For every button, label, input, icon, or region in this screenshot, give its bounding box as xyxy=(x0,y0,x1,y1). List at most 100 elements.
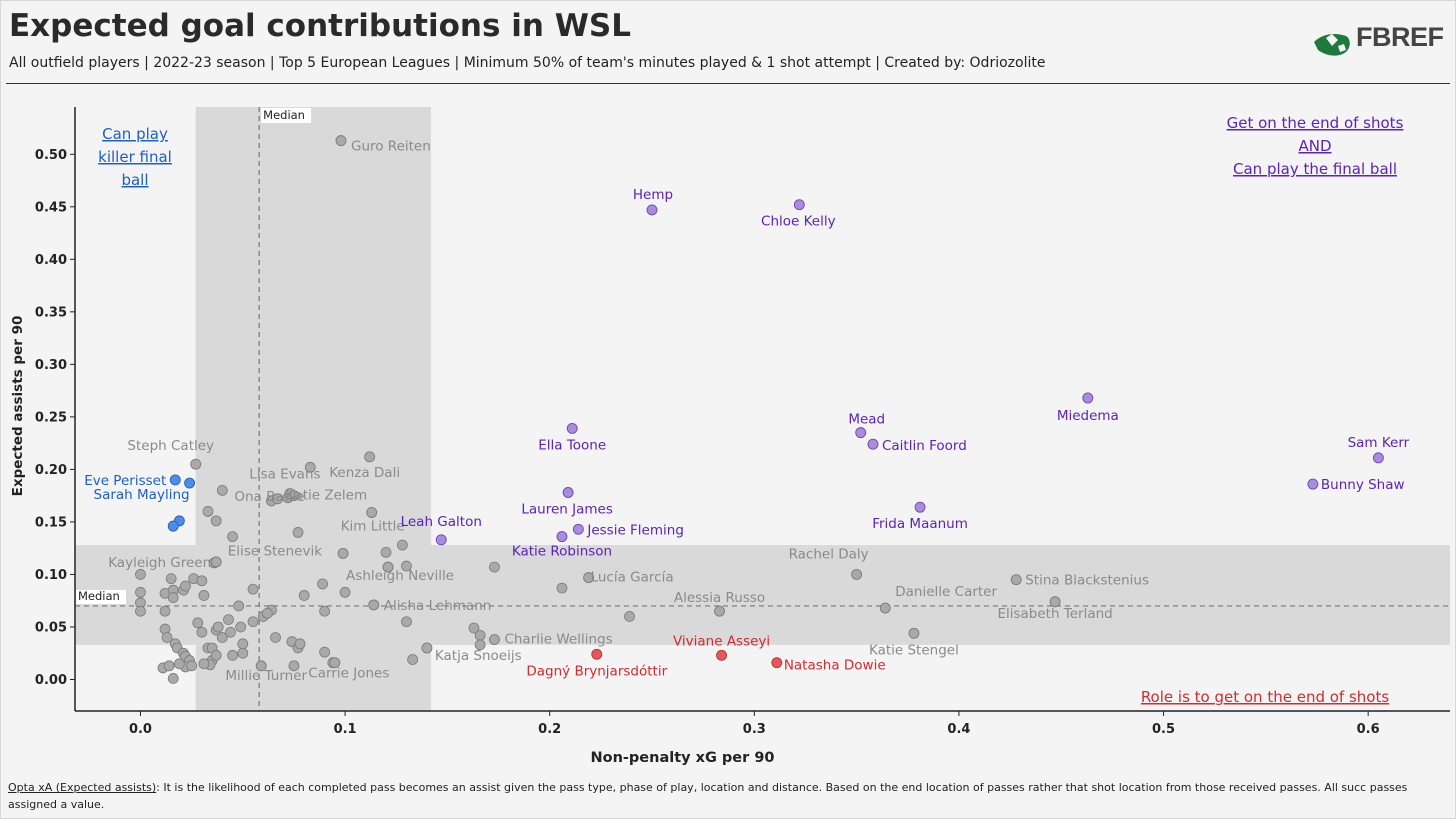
footnote: Opta xA (Expected assists): It is the li… xyxy=(8,779,1428,813)
median-label-x: Median xyxy=(263,108,305,122)
data-point-grey xyxy=(366,507,378,518)
footnote-text: : It is the likelihood of each completed… xyxy=(8,781,1408,811)
median-lines: Median Median xyxy=(75,107,1450,711)
quadrant-label-top-left: Can play xyxy=(102,125,168,143)
footnote-term: Opta xA (Expected assists) xyxy=(8,781,157,794)
y-tick-label: 0.35 xyxy=(35,305,67,320)
data-point xyxy=(216,632,228,643)
page-title: Expected goal contributions in WSL xyxy=(9,8,631,44)
median-bands xyxy=(75,107,1450,711)
data-point xyxy=(319,646,331,658)
point-label-grey: Lucía García xyxy=(591,570,674,586)
fbref-logo-icon xyxy=(1314,34,1350,56)
axes: 0.00 0.05 0.10 0.15 0.20 0.25 0.30 0.35 0.40 0.45… xyxy=(10,107,1450,766)
point-label-grey: Ashleigh Neville xyxy=(346,568,454,584)
median-label-y: Median xyxy=(78,589,120,603)
data-point xyxy=(319,605,331,617)
x-tick-label: 0.3 xyxy=(743,722,766,737)
data-point xyxy=(227,531,238,543)
data-point xyxy=(474,629,486,641)
point-label-grey: Elisabeth Terland xyxy=(997,606,1112,622)
data-point xyxy=(396,539,408,551)
point-label-blue: Sarah Mayling xyxy=(94,487,190,503)
data-point xyxy=(401,616,412,628)
data-point-grey xyxy=(272,493,284,505)
fbref-logo-text: FBREF xyxy=(1356,22,1444,52)
data-point-blue xyxy=(184,477,196,489)
data-point xyxy=(212,621,224,633)
point-label-purple: Sam Kerr xyxy=(1348,435,1410,451)
point-label-purple: Ella Toone xyxy=(538,437,606,453)
data-point xyxy=(292,527,304,538)
point-label-grey: Guro Reiten xyxy=(351,139,431,155)
data-point xyxy=(247,616,259,628)
point-label-grey: Kayleigh Green xyxy=(108,555,211,571)
data-point-grey xyxy=(1010,574,1022,586)
data-point xyxy=(225,626,236,638)
data-point xyxy=(198,658,210,670)
data-point xyxy=(474,639,486,651)
data-point xyxy=(270,632,281,643)
scatter-chart: Median Median 0.00 0.05 0.10 0.15 0.20 0.25 0.3… xyxy=(10,107,1450,766)
data-point xyxy=(233,600,245,612)
data-point-grey xyxy=(489,634,500,646)
data-point xyxy=(261,607,273,619)
data-point-purple xyxy=(435,534,447,546)
y-tick-label: 0.05 xyxy=(35,620,67,635)
data-point-purple xyxy=(572,523,584,535)
point-label-grey: Stina Blackstenius xyxy=(1025,573,1149,589)
data-point-red xyxy=(591,648,603,660)
point-label-grey: Carrie Jones xyxy=(308,666,389,682)
data-point xyxy=(135,569,146,580)
y-tick-label: 0.40 xyxy=(35,253,67,268)
data-point xyxy=(304,461,316,473)
data-point-red xyxy=(771,657,783,669)
point-label-purple: Katie Robinson xyxy=(512,544,612,560)
point-label-grey: Charlie Wellings xyxy=(504,632,612,648)
data-point xyxy=(198,590,210,601)
data-point-grey xyxy=(1049,596,1061,608)
data-point xyxy=(223,614,234,626)
data-point xyxy=(401,560,412,572)
point-label-purple: Hemp xyxy=(633,187,673,203)
data-point-grey xyxy=(190,458,202,470)
y-tick-label: 0.15 xyxy=(35,515,67,530)
point-label-blue: Eve Perisset xyxy=(84,473,166,489)
point-label-purple: Jessie Fleming xyxy=(586,522,684,538)
data-point-grey xyxy=(284,488,296,500)
data-point xyxy=(407,654,419,665)
point-label-grey: Millie Turner xyxy=(225,668,307,684)
data-point xyxy=(167,592,179,603)
point-labels: Guro Reiten Steph Catley Lisa Evans Ona Bat… xyxy=(84,139,1409,684)
point-label-red: Viviane Asseyi xyxy=(673,633,770,649)
data-point-blue xyxy=(167,520,179,532)
data-point-grey xyxy=(714,605,725,617)
x-tick-label: 0.6 xyxy=(1357,722,1380,737)
point-label-grey: Katja Snoeijs xyxy=(435,648,522,664)
quadrant-label-top-right: Can play the final ball xyxy=(1233,160,1397,178)
point-label-purple: Mead xyxy=(848,412,885,428)
data-point-grey xyxy=(364,451,376,463)
data-point-purple xyxy=(867,438,879,450)
median-label-x-bg xyxy=(261,108,312,123)
data-point-grey xyxy=(337,547,349,559)
point-label-purple: Chloe Kelly xyxy=(761,214,836,230)
data-point xyxy=(173,658,185,670)
data-point xyxy=(237,647,249,659)
data-point xyxy=(192,617,204,629)
point-label-grey: Katie Stengel xyxy=(869,642,959,658)
data-point-purple xyxy=(562,487,574,498)
y-tick-label: 0.10 xyxy=(35,568,67,583)
data-point xyxy=(624,611,635,622)
point-label-grey: Kim Little xyxy=(341,518,405,534)
x-tick-label: 0.5 xyxy=(1152,722,1175,737)
point-label-grey: Alessia Russo xyxy=(674,590,765,606)
data-point xyxy=(298,590,310,601)
data-point xyxy=(489,561,500,573)
median-label-y-bg xyxy=(76,589,126,604)
data-point-grey xyxy=(421,642,433,654)
page-subtitle: All outfield players | 2022-23 season | … xyxy=(9,55,1046,71)
x-tick-label: 0.2 xyxy=(538,722,561,737)
quadrant-label-top-right: AND xyxy=(1298,137,1331,155)
x-tick-label: 0.0 xyxy=(129,722,152,737)
